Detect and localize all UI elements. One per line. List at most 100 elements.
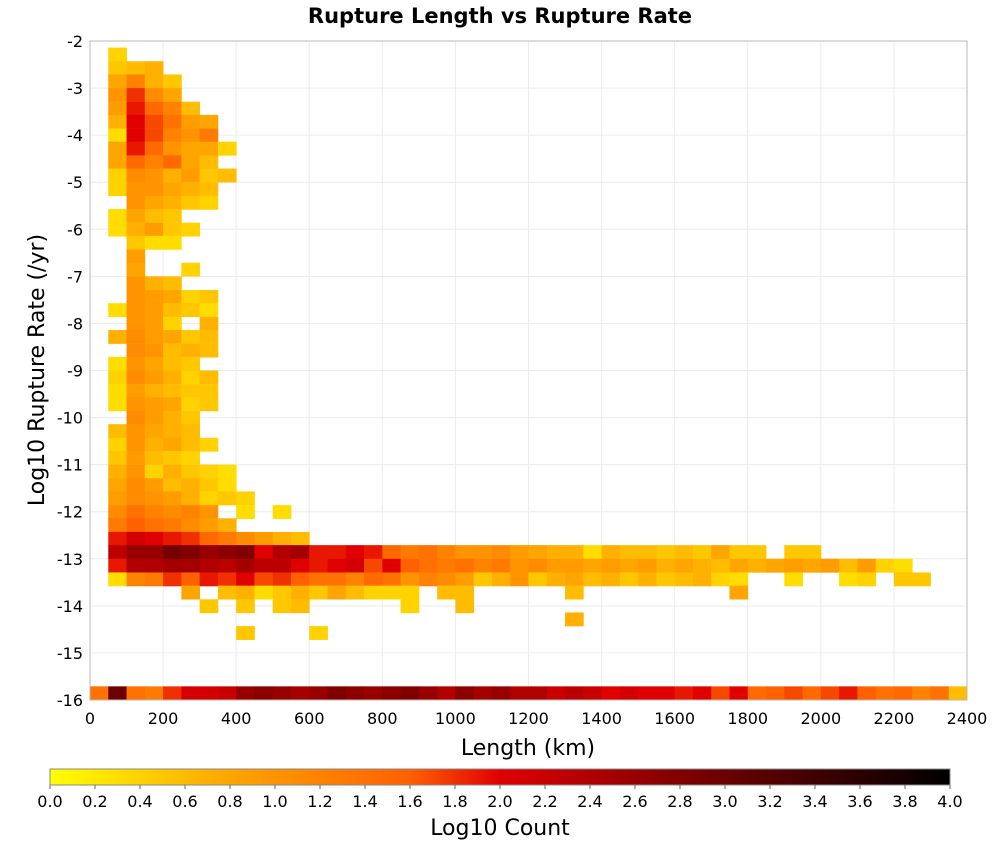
heatmap-cell: [181, 262, 201, 277]
heatmap-cell: [126, 464, 146, 479]
heatmap-cell: [510, 545, 529, 559]
y-tick-label: -2: [67, 32, 83, 51]
heatmap-cell: [108, 114, 127, 129]
heatmap-cell: [309, 572, 328, 587]
heatmap-cell: [656, 572, 676, 587]
heatmap-cell: [144, 505, 164, 519]
heatmap-cell: [638, 545, 657, 559]
heatmap-cell: [163, 128, 182, 143]
heatmap-cell: [126, 88, 146, 102]
x-tick-label: 1800: [727, 709, 768, 728]
colorbar-tick-label: 3.8: [892, 792, 917, 811]
y-tick-label: -7: [67, 267, 83, 286]
colorbar-tick-label: 2.4: [577, 792, 602, 811]
x-tick-label: 1200: [508, 709, 549, 728]
heatmap-cell: [674, 558, 694, 573]
heatmap-cell: [217, 464, 237, 479]
heatmap-cell: [144, 572, 164, 587]
heatmap-cell: [418, 558, 438, 573]
heatmap-cell: [181, 410, 201, 425]
heatmap-cell: [455, 558, 475, 573]
heatmap-cell: [455, 686, 475, 701]
heatmap-cell: [199, 599, 219, 614]
heatmap-cell: [364, 585, 383, 600]
heatmap-cell: [144, 101, 164, 116]
y-axis-label: Log10 Rupture Rate (/yr): [25, 234, 50, 506]
heatmap-cell: [217, 686, 237, 701]
heatmap-cell: [199, 572, 219, 587]
heatmap-cell: [254, 686, 274, 701]
heatmap-cell: [674, 545, 694, 559]
heatmap-cell: [565, 585, 584, 600]
heatmap-cell: [126, 316, 146, 331]
heatmap-cell: [144, 316, 164, 331]
heatmap-cell: [400, 572, 420, 587]
heatmap-cell: [144, 531, 164, 546]
y-tick-label: -8: [67, 314, 83, 333]
heatmap-cell: [272, 545, 292, 559]
heatmap-cells: [90, 47, 968, 701]
heatmap-cell: [638, 558, 657, 573]
heatmap-cell: [126, 343, 146, 358]
heatmap-cell: [163, 88, 182, 102]
heatmap-cell: [126, 262, 146, 277]
heatmap-cell: [236, 572, 255, 587]
heatmap-cell: [163, 464, 182, 479]
heatmap-cell: [108, 572, 127, 587]
heatmap-cell: [601, 686, 621, 701]
heatmap-cell: [163, 478, 182, 493]
chart-title: Rupture Length vs Rupture Rate: [308, 4, 692, 28]
heatmap-cell: [747, 545, 767, 559]
heatmap-cell: [181, 222, 201, 237]
heatmap-cell: [345, 585, 365, 600]
heatmap-cell: [126, 518, 146, 533]
heatmap-cell: [108, 370, 127, 385]
heatmap-cell: [126, 450, 146, 465]
heatmap-cell: [565, 686, 584, 701]
heatmap-cell: [491, 572, 511, 587]
heatmap-cell: [236, 545, 255, 559]
heatmap-cell: [163, 114, 182, 129]
heatmap-cell: [327, 558, 347, 573]
heatmap-cell: [108, 128, 127, 143]
heatmap-cell: [126, 209, 146, 223]
heatmap-cell: [108, 155, 127, 170]
heatmap-cell: [144, 384, 164, 399]
heatmap-cell: [290, 585, 310, 600]
heatmap-cell: [144, 155, 164, 170]
heatmap-cell: [163, 290, 182, 304]
heatmap-cell: [199, 370, 219, 385]
heatmap-cell: [766, 558, 785, 573]
heatmap-cell: [893, 558, 913, 573]
heatmap-cell: [126, 249, 146, 264]
heatmap-cell: [473, 545, 493, 559]
heatmap-cell: [619, 545, 639, 559]
heatmap-cell: [108, 168, 127, 183]
colorbar-tick-label: 4.0: [937, 792, 962, 811]
heatmap-cell: [126, 545, 146, 559]
heatmap-cell: [144, 478, 164, 493]
heatmap-cell: [163, 558, 182, 573]
heatmap-cell: [601, 545, 621, 559]
heatmap-cell: [108, 491, 127, 506]
heatmap-cell: [948, 686, 968, 701]
heatmap-cell: [144, 303, 164, 318]
heatmap-cell: [108, 686, 127, 701]
heatmap-cell: [912, 572, 931, 587]
heatmap-cell: [528, 558, 548, 573]
heatmap-cell: [619, 686, 639, 701]
heatmap-cell: [272, 686, 292, 701]
colorbar-tick-label: 1.2: [307, 792, 332, 811]
heatmap-cell: [108, 141, 127, 156]
heatmap-cell: [144, 222, 164, 237]
heatmap-cell: [327, 686, 347, 701]
heatmap-cell: [144, 168, 164, 183]
heatmap-cell: [181, 585, 201, 600]
heatmap-cell: [126, 61, 146, 76]
heatmap-cell: [144, 61, 164, 76]
heatmap-cell: [126, 424, 146, 439]
heatmap-cell: [893, 572, 913, 587]
heatmap-cell: [144, 141, 164, 156]
heatmap-cell: [875, 558, 895, 573]
heatmap-cell: [126, 330, 146, 344]
